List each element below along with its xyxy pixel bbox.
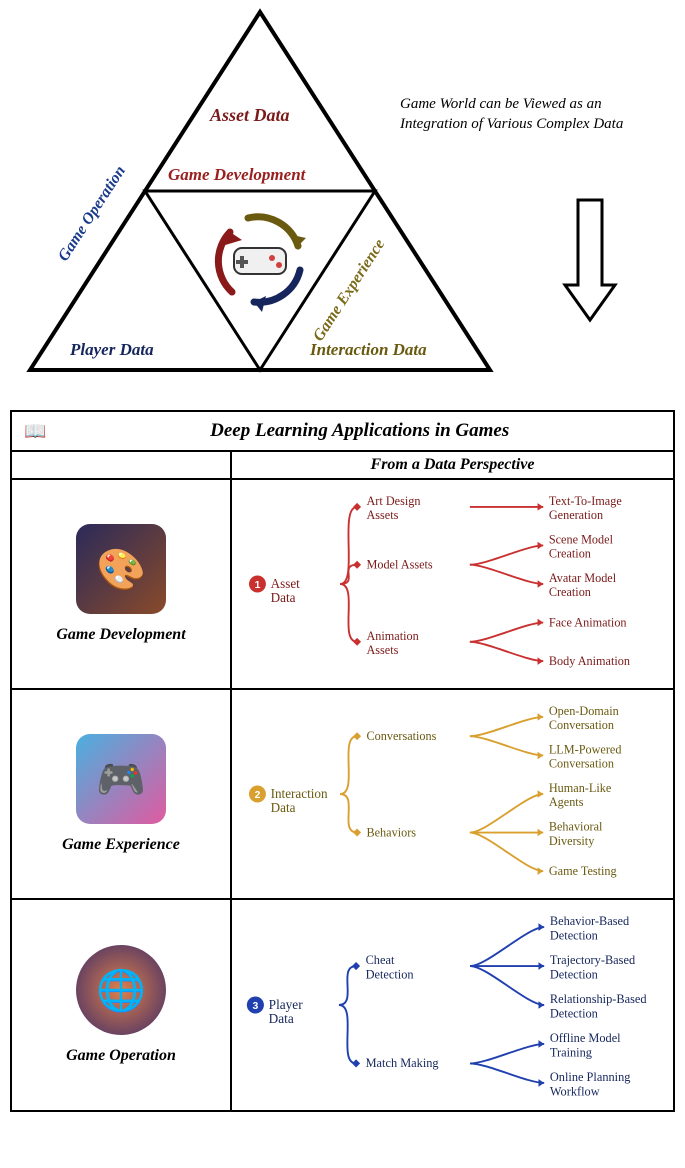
data-row: 🎨Game Development1AssetDataArt DesignAss… [12,480,673,690]
triangle-svg [0,0,520,390]
data-row: 🎮 Game Experience 2 InteractionData Conversa… [12,690,673,900]
svg-text:Diversity: Diversity [549,834,595,848]
svg-text:Detection: Detection [550,1006,598,1020]
table-title-row: 📖 Deep Learning Applications in Games [12,412,673,452]
svg-text:Body Animation: Body Animation [549,654,630,668]
svg-text:Behaviors: Behaviors [366,825,416,839]
svg-text:3: 3 [252,1001,258,1012]
sub-header-left [12,452,232,478]
svg-text:Avatar Model: Avatar Model [549,571,617,585]
asset-data-label: Asset Data [210,105,290,126]
svg-text:AssetData: AssetData [271,576,301,605]
svg-text:Art Design: Art Design [366,494,420,508]
svg-text:Text-To-Image: Text-To-Image [549,494,622,508]
category-thumbnail: 🎮 [76,734,166,824]
game-development-label: Game Development [168,165,305,185]
tree-cell: 1AssetDataArt DesignAssetsText-To-ImageG… [232,480,673,688]
svg-text:Workflow: Workflow [550,1084,600,1098]
svg-text:Relationship-Based: Relationship-Based [550,992,648,1006]
sub-header-right: From a Data Perspective [232,452,673,478]
svg-text:1: 1 [255,580,261,591]
svg-text:Cheat: Cheat [366,953,395,967]
svg-text:Creation: Creation [549,547,591,561]
svg-text:Creation: Creation [549,585,591,599]
svg-text:Face Animation: Face Animation [549,615,627,629]
category-thumbnail: 🎨 [76,524,166,614]
svg-text:Scene Model: Scene Model [549,533,614,547]
svg-text:Match Making: Match Making [366,1056,439,1070]
svg-text:Behavior-Based: Behavior-Based [550,914,630,928]
svg-text:Conversations: Conversations [366,729,436,743]
svg-text:Generation: Generation [549,508,603,522]
svg-text:PlayerData: PlayerData [269,997,304,1026]
svg-text:Model Assets: Model Assets [366,557,432,571]
svg-text:Agents: Agents [549,795,584,809]
table-title: Deep Learning Applications in Games [58,420,661,442]
svg-text:Training: Training [550,1045,592,1059]
sub-header-row: From a Data Perspective [12,452,673,480]
svg-text:Open-Domain: Open-Domain [549,704,619,718]
data-row: 🌐Game Operation3PlayerDataCheatDetection… [12,900,673,1110]
book-icon: 📖 [24,421,46,442]
svg-text:Assets: Assets [366,508,398,522]
svg-text:Assets: Assets [366,643,398,657]
triangle-diagram: Asset Data Game Development Player Data … [0,0,685,400]
category-cell: 🎨 Game Development [12,480,232,688]
category-thumbnail: 🌐 [76,945,166,1035]
svg-text:Conversation: Conversation [549,718,614,732]
tree-cell: 2 InteractionData Conversations Open-Domain… [232,690,673,898]
svg-text:2: 2 [255,790,261,801]
svg-text:Detection: Detection [550,967,598,981]
category-cell: 🌐 Game Operation [12,900,232,1110]
player-data-label: Player Data [70,340,154,360]
svg-text:Game Testing: Game Testing [549,864,617,878]
svg-text:Behavioral: Behavioral [549,820,603,834]
svg-text:Detection: Detection [366,967,414,981]
tree-cell: 3PlayerDataCheatDetectionBehavior-BasedD… [232,900,673,1110]
svg-text:Trajectory-Based: Trajectory-Based [550,953,636,967]
category-label: Game Operation [66,1047,176,1065]
down-arrow-icon [560,195,620,325]
triangle-caption: Game World can be Viewed as an Integrati… [400,95,650,134]
svg-text:Human-Like: Human-Like [549,781,611,795]
svg-text:Detection: Detection [550,928,598,942]
category-label: Game Experience [62,836,180,854]
category-label: Game Development [56,626,185,644]
svg-text:Conversation: Conversation [549,757,614,771]
svg-text:LLM-Powered: LLM-Powered [549,743,622,757]
category-cell: 🎮 Game Experience [12,690,232,898]
svg-text:InteractionData: InteractionData [271,786,328,815]
svg-text:Online Planning: Online Planning [550,1070,631,1084]
svg-text:Offline Model: Offline Model [550,1031,621,1045]
svg-text:Animation: Animation [366,629,418,643]
applications-table: 📖 Deep Learning Applications in Games Fr… [10,410,675,1112]
interaction-data-label: Interaction Data [310,340,427,360]
